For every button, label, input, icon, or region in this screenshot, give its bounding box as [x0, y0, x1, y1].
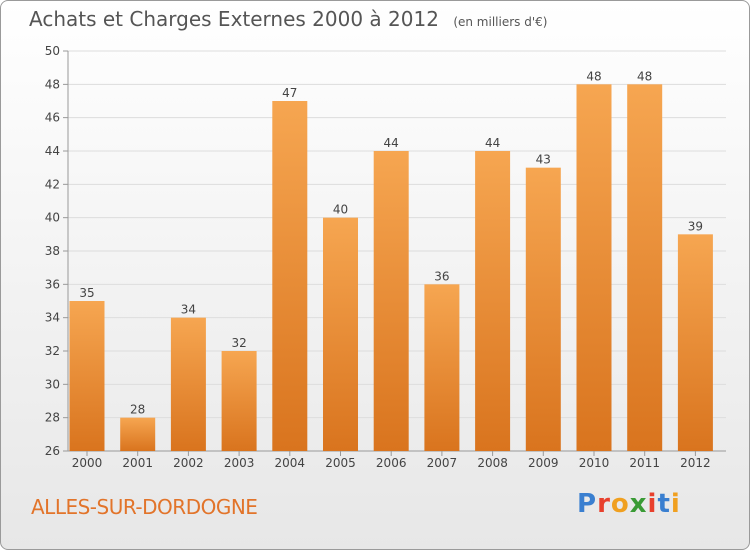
- data-label: 39: [688, 219, 703, 233]
- x-axis: 2000 2001 2002 2003 2004 2005 2006 2007 2008 2009…: [72, 451, 711, 470]
- bar: [170, 317, 206, 451]
- x-tick-label: 2003: [224, 456, 255, 470]
- x-tick-label: 2011: [629, 456, 660, 470]
- x-tick-label: 2000: [72, 456, 103, 470]
- x-tick-label: 2012: [680, 456, 711, 470]
- bar: [576, 84, 612, 451]
- logo-letter: r: [597, 489, 611, 519]
- y-tick-label: 46: [45, 111, 60, 125]
- bar: [323, 217, 358, 451]
- x-tick-label: 2010: [579, 456, 610, 470]
- data-label: 44: [485, 136, 500, 150]
- bar: [525, 167, 561, 451]
- bar: [120, 417, 156, 451]
- bar: [272, 101, 308, 451]
- bar: [69, 301, 105, 451]
- data-label: 34: [181, 303, 196, 317]
- x-tick-label: 2006: [376, 456, 407, 470]
- bar: [475, 151, 511, 451]
- logo-letter: P: [577, 489, 598, 519]
- logo-letter: o: [610, 489, 630, 519]
- x-tick-label: 2009: [528, 456, 559, 470]
- y-tick-label: 40: [45, 211, 60, 225]
- data-label: 48: [637, 69, 652, 83]
- data-label: 40: [333, 203, 348, 217]
- bars: [69, 84, 713, 451]
- proxiti-logo: Proxiti: [577, 489, 681, 519]
- y-tick-label: 28: [45, 411, 60, 425]
- x-tick-label: 2005: [325, 456, 356, 470]
- bar: [424, 284, 460, 451]
- y-tick-label: 48: [45, 77, 60, 91]
- logo-letter: x: [629, 489, 648, 519]
- chart-title-row: Achats et Charges Externes 2000 à 2012 (…: [29, 7, 547, 31]
- y-tick-label: 50: [45, 44, 60, 58]
- bar: [373, 151, 409, 451]
- y-tick-label: 30: [45, 377, 60, 391]
- bar: [677, 234, 713, 451]
- data-label: 47: [282, 86, 297, 100]
- bar: [221, 351, 257, 451]
- city-name: ALLES-SUR-DORDOGNE: [31, 495, 258, 519]
- bar: [627, 84, 663, 451]
- x-tick-label: 2001: [122, 456, 153, 470]
- data-label: 48: [586, 69, 601, 83]
- y-tick-label: 44: [45, 144, 60, 158]
- data-label: 35: [79, 286, 94, 300]
- y-tick-label: 36: [45, 277, 60, 291]
- x-tick-label: 2004: [275, 456, 306, 470]
- y-tick-label: 34: [45, 311, 60, 325]
- data-labels: 35 28 34 32 47 40 44 36 44 43 48 48 39: [79, 69, 703, 416]
- logo-letter: i: [647, 489, 658, 519]
- logo-letter: i: [670, 489, 681, 519]
- chart-title: Achats et Charges Externes 2000 à 2012: [29, 7, 439, 31]
- y-tick-label: 42: [45, 177, 60, 191]
- y-tick-label: 26: [45, 444, 60, 458]
- y-tick-label: 32: [45, 344, 60, 358]
- data-label: 32: [231, 336, 246, 350]
- x-tick-label: 2008: [477, 456, 508, 470]
- data-label: 44: [384, 136, 399, 150]
- data-label: 28: [130, 403, 145, 417]
- data-label: 36: [434, 269, 449, 283]
- data-label: 43: [536, 153, 551, 167]
- x-tick-label: 2002: [173, 456, 204, 470]
- y-tick-label: 38: [45, 244, 60, 258]
- x-tick-label: 2007: [427, 456, 458, 470]
- logo-letter: t: [657, 489, 671, 519]
- chart-subtitle: (en milliers d'€): [453, 15, 548, 29]
